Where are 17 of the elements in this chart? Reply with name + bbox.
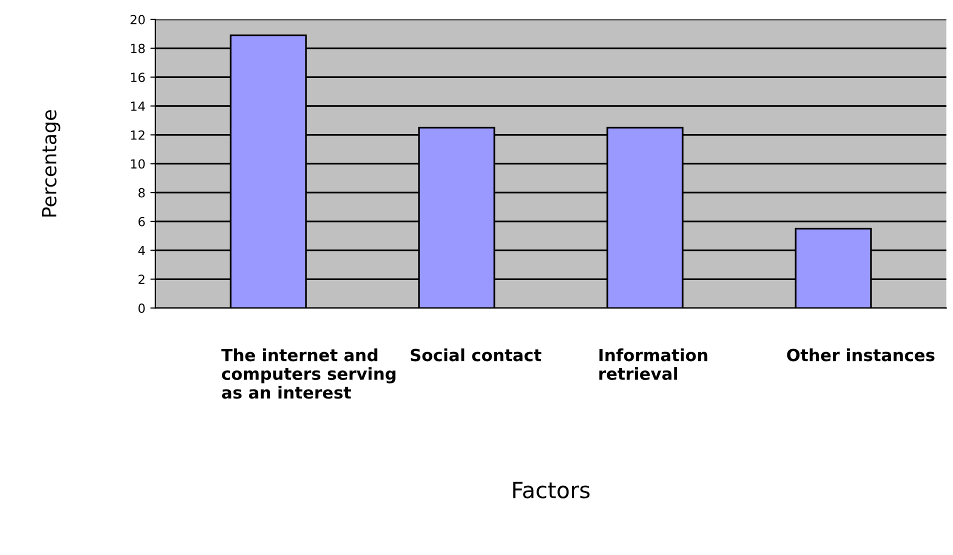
y-tick-label: 2 xyxy=(138,274,144,284)
x-tick-label: Social contact xyxy=(410,348,542,362)
x-tick-label: Other instances xyxy=(787,348,934,362)
y-tick-label: 4 xyxy=(138,246,145,256)
y-tick-label: 0 xyxy=(138,303,145,313)
y-tick-label: 20 xyxy=(130,14,145,24)
x-axis-title: Factors xyxy=(513,482,590,498)
y-axis-title: Percentage xyxy=(42,110,60,216)
y-tick-label: 8 xyxy=(138,188,145,198)
y-tick-label: 10 xyxy=(131,159,145,169)
y-tick-label: 18 xyxy=(131,44,145,54)
y-tick-label: 12 xyxy=(131,130,144,140)
x-tick-label: The internet and computers serving as an interest xyxy=(221,348,396,399)
y-tick-label: 14 xyxy=(131,102,145,111)
y-tick-label: 6 xyxy=(138,216,145,226)
x-tick-label: Information retrieval xyxy=(599,348,708,380)
y-tick-label: 16 xyxy=(131,72,145,82)
